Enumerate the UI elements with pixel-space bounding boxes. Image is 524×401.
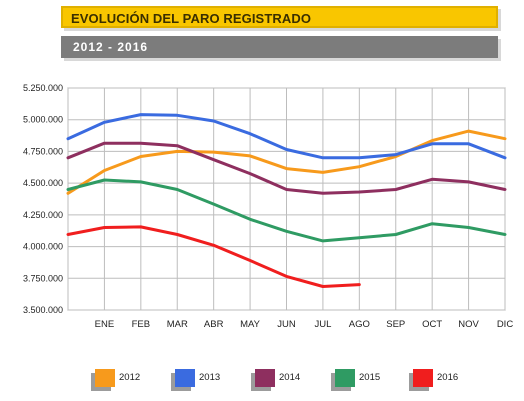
legend-swatch-2012 (95, 369, 115, 387)
legend-label-2014: 2014 (279, 372, 300, 383)
y-tick-label: 5.000.000 (23, 115, 63, 125)
series-line-2016 (66, 225, 361, 288)
series-line-2015 (66, 178, 507, 243)
x-tick-label: MAY (240, 319, 261, 330)
x-tick-label: MAR (167, 319, 188, 330)
y-tick-label: 4.250.000 (23, 210, 63, 220)
legend-label-2015: 2015 (359, 372, 380, 383)
x-tick-label: NOV (458, 319, 479, 330)
legend-label-2016: 2016 (437, 372, 458, 383)
x-tick-label: AGO (349, 319, 370, 330)
legend-swatch-2016 (413, 369, 433, 387)
x-tick-label: ENE (95, 319, 115, 330)
x-tick-label: SEP (386, 319, 405, 330)
series-line-2014 (66, 141, 507, 195)
y-tick-label: 4.500.000 (23, 178, 63, 188)
legend-label-2012: 2012 (119, 372, 140, 383)
legend-label-2013: 2013 (199, 372, 220, 383)
y-tick-label: 3.750.000 (23, 273, 63, 283)
x-tick-label: OCT (422, 319, 442, 330)
chart-title: EVOLUCIÓN DEL PARO REGISTRADO (71, 11, 312, 26)
x-tick-label: JUL (314, 319, 331, 330)
x-tick-label: ABR (204, 319, 224, 330)
x-tick-label: FEB (132, 319, 150, 330)
legend-swatch-2014 (255, 369, 275, 387)
x-tick-label: JUN (277, 319, 296, 330)
y-tick-label: 4.750.000 (23, 146, 63, 156)
series-line-2012 (66, 129, 507, 195)
y-tick-label: 3.500.000 (23, 305, 63, 315)
title-banner: EVOLUCIÓN DEL PARO REGISTRADO (61, 6, 498, 28)
series-line-2013 (66, 113, 507, 160)
chart-subtitle: 2012 - 2016 (73, 40, 149, 54)
y-tick-label: 4.000.000 (23, 242, 63, 252)
legend-swatch-2015 (335, 369, 355, 387)
subtitle-banner: 2012 - 2016 (61, 36, 498, 58)
legend-swatch-2013 (175, 369, 195, 387)
x-tick-label: DIC (497, 319, 514, 330)
y-tick-label: 5.250.000 (23, 83, 63, 93)
